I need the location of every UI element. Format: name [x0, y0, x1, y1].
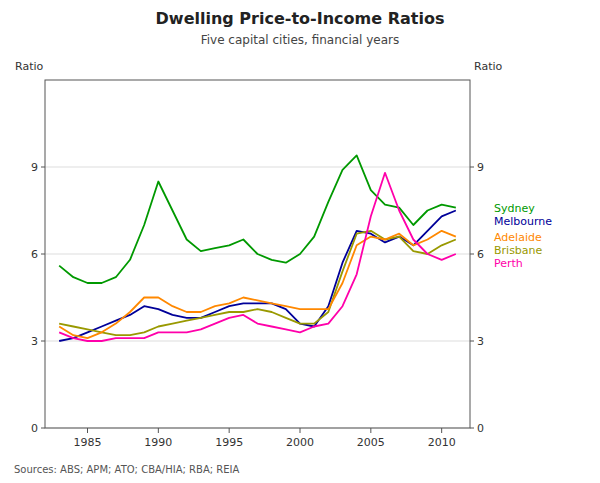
y-tick-label: 3: [31, 335, 38, 348]
y2-tick-label: 0: [477, 422, 484, 435]
axes: 0 3 6 9 0 3 6 9 1985 1990 1995 2000 2005 2010: [31, 161, 484, 449]
subtitle: Five capital cities, financial years: [201, 33, 400, 47]
y-axis-label: Ratio: [15, 60, 44, 73]
y-tick: [41, 341, 45, 342]
y2-axis-label: Ratio: [474, 60, 503, 73]
y-tick: [41, 428, 45, 429]
lines: [59, 155, 456, 341]
series-line: [59, 173, 456, 341]
y2-tick: [470, 428, 474, 429]
grid: [45, 167, 470, 428]
y2-tick-label: 9: [477, 161, 484, 174]
x-tick: [370, 428, 371, 433]
series-line: [59, 231, 456, 335]
y-tick: [41, 167, 45, 168]
source: Sources: ABS; APM; ATO; CBA/HIA; RBA; RE…: [14, 464, 239, 475]
x-tick-label: 2005: [357, 436, 385, 449]
grid-line: [45, 167, 470, 168]
series-line: [59, 155, 456, 283]
series-label: Adelaide: [494, 231, 542, 244]
y2-tick-label: 6: [477, 248, 484, 261]
title: Dwelling Price-to-Income Ratios: [156, 9, 445, 28]
series-line: [59, 231, 456, 338]
x-tick: [229, 428, 230, 433]
y-tick-label: 9: [31, 161, 38, 174]
x-tick-label: 1995: [215, 436, 243, 449]
series-labels: SydneyMelbourne AdelaideBrisbanePerth: [494, 202, 552, 270]
x-tick: [300, 428, 301, 433]
x-tick-label: 1985: [74, 436, 102, 449]
x-tick-label: 1990: [144, 436, 172, 449]
series-label: Melbourne: [494, 215, 552, 228]
y2-tick: [470, 341, 474, 342]
grid-line: [45, 341, 470, 342]
series-label: Sydney: [494, 202, 535, 215]
series-line: [59, 211, 456, 342]
x-tick: [158, 428, 159, 433]
y-tick-label: 0: [31, 422, 38, 435]
x-tick: [87, 428, 88, 433]
series-label: Perth: [494, 257, 523, 270]
y2-tick: [470, 167, 474, 168]
y-tick: [41, 254, 45, 255]
x-tick-label: 2010: [428, 436, 456, 449]
y2-tick-label: 3: [477, 335, 484, 348]
y2-tick: [470, 254, 474, 255]
y-tick-label: 6: [31, 248, 38, 261]
x-tick-label: 2000: [286, 436, 314, 449]
chart: Dwelling Price-to-Income Ratios Five capi…: [0, 0, 600, 483]
series-label: Brisbane: [494, 244, 543, 257]
x-tick: [441, 428, 442, 433]
plot-frame: [45, 80, 470, 428]
